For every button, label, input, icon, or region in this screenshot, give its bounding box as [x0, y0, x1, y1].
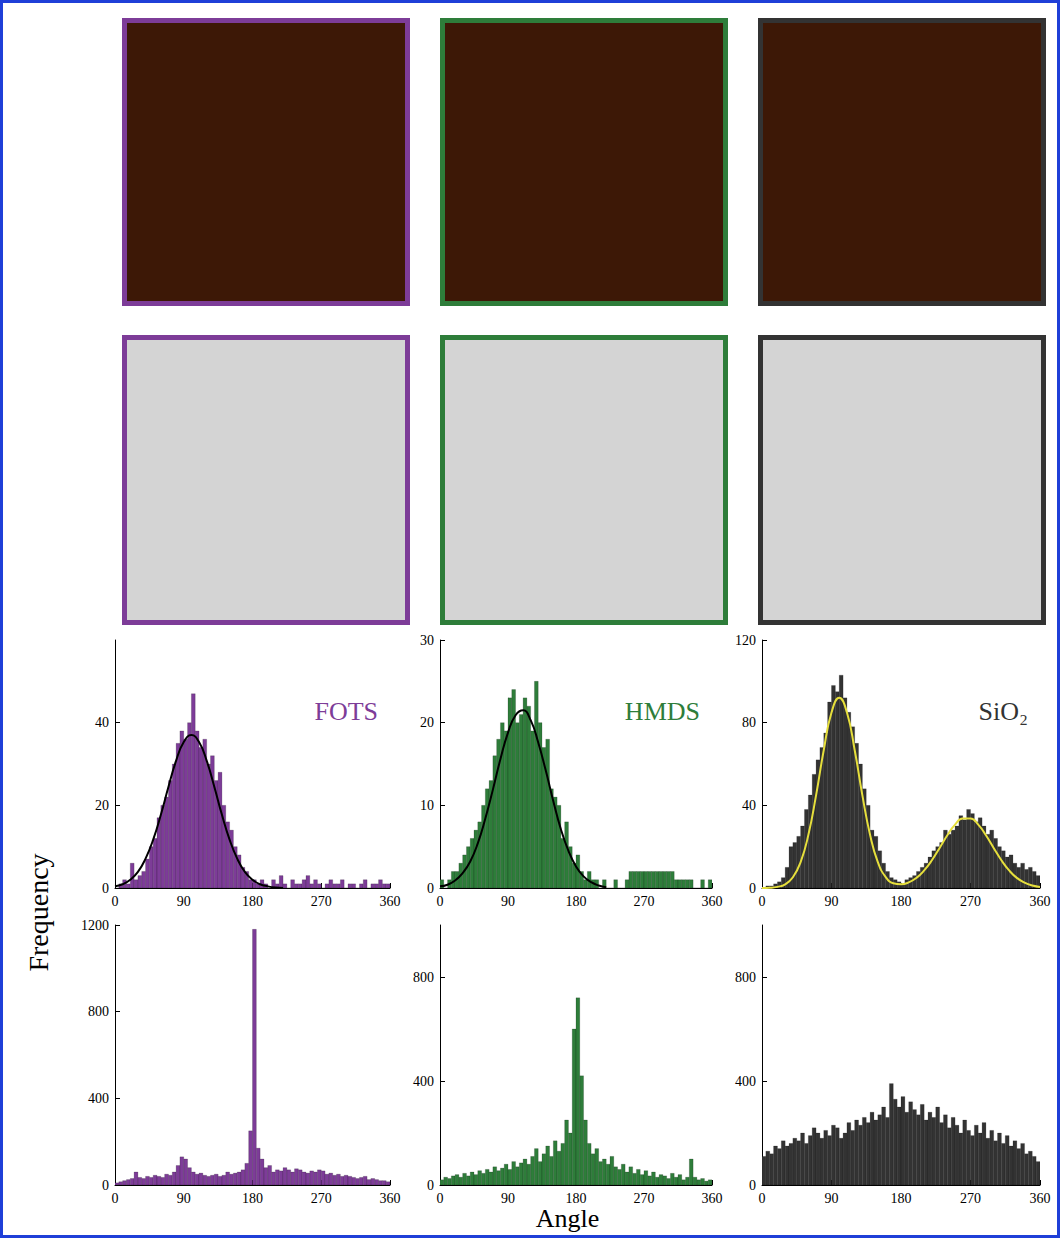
svg-text:90: 90 — [825, 1191, 839, 1206]
svg-text:180: 180 — [566, 894, 587, 909]
svg-text:360: 360 — [1030, 894, 1051, 909]
svg-text:270: 270 — [311, 894, 332, 909]
svg-text:0: 0 — [102, 881, 109, 896]
svg-text:0: 0 — [437, 894, 444, 909]
svg-text:270: 270 — [634, 1191, 655, 1206]
svg-text:270: 270 — [960, 1191, 981, 1206]
svg-text:0: 0 — [759, 894, 766, 909]
svg-text:800: 800 — [413, 970, 434, 985]
svg-text:180: 180 — [242, 1191, 263, 1206]
svg-text:0: 0 — [759, 1191, 766, 1206]
svg-text:400: 400 — [88, 1091, 109, 1106]
svg-text:360: 360 — [702, 1191, 723, 1206]
svg-text:0: 0 — [112, 894, 119, 909]
svg-text:90: 90 — [177, 894, 191, 909]
svg-text:800: 800 — [735, 970, 756, 985]
svg-text:360: 360 — [380, 894, 401, 909]
svg-text:0: 0 — [749, 1178, 756, 1193]
svg-text:120: 120 — [735, 633, 756, 648]
svg-text:400: 400 — [413, 1074, 434, 1089]
svg-text:270: 270 — [634, 894, 655, 909]
svg-text:FOTS: FOTS — [314, 697, 378, 726]
svg-text:1200: 1200 — [81, 918, 109, 933]
svg-text:360: 360 — [702, 894, 723, 909]
svg-text:SiO₂: SiO₂ — [978, 697, 1028, 726]
svg-text:400: 400 — [735, 1074, 756, 1089]
svg-text:Frequency: Frequency — [23, 853, 54, 971]
svg-text:0: 0 — [749, 881, 756, 896]
svg-text:0: 0 — [437, 1191, 444, 1206]
svg-text:HMDS: HMDS — [625, 697, 700, 726]
svg-text:80: 80 — [742, 715, 756, 730]
svg-text:270: 270 — [311, 1191, 332, 1206]
svg-text:360: 360 — [380, 1191, 401, 1206]
svg-text:90: 90 — [501, 894, 515, 909]
svg-text:90: 90 — [825, 894, 839, 909]
svg-text:270: 270 — [960, 894, 981, 909]
svg-text:40: 40 — [95, 715, 109, 730]
svg-text:0: 0 — [427, 1178, 434, 1193]
svg-text:90: 90 — [177, 1191, 191, 1206]
svg-text:180: 180 — [565, 1190, 587, 1206]
svg-text:360: 360 — [1030, 1191, 1051, 1206]
svg-text:0: 0 — [427, 881, 434, 896]
svg-text:40: 40 — [742, 798, 756, 813]
svg-text:0: 0 — [102, 1178, 109, 1193]
svg-text:90: 90 — [501, 1191, 515, 1206]
svg-text:30: 30 — [420, 633, 434, 648]
svg-text:20: 20 — [420, 715, 434, 730]
svg-text:800: 800 — [88, 1004, 109, 1019]
svg-text:10: 10 — [420, 798, 434, 813]
svg-text:0: 0 — [112, 1191, 119, 1206]
svg-text:20: 20 — [95, 798, 109, 813]
svg-text:Angle: Angle — [536, 1204, 600, 1233]
svg-text:180: 180 — [891, 894, 912, 909]
svg-text:180: 180 — [242, 894, 263, 909]
svg-text:180: 180 — [891, 1191, 912, 1206]
